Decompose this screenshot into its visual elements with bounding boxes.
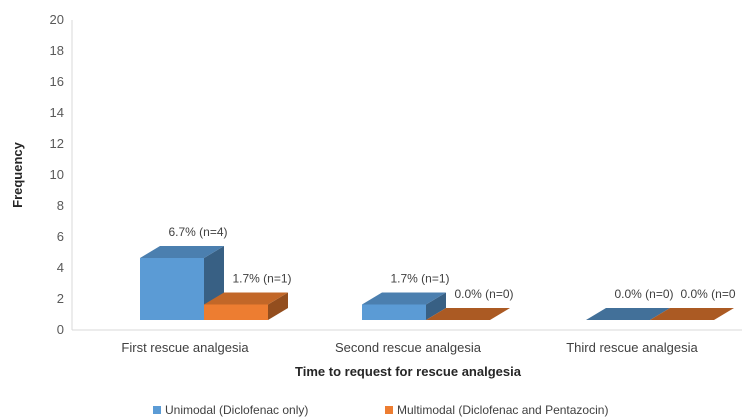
legend-label: Unimodal (Diclofenac only) (165, 403, 308, 417)
data-label: 0.0% (n=0) (454, 287, 513, 301)
legend-swatch (385, 406, 393, 414)
y-tick-label: 14 (50, 105, 64, 120)
data-labels: 6.7% (n=4) 1.7% (n=1) 1.7% (n=1) 0.0% (n=0)… (168, 225, 735, 301)
bar-front (204, 304, 268, 320)
category-label: First rescue analgesia (121, 340, 249, 355)
category-label: Third rescue analgesia (566, 340, 698, 355)
data-label: 1.7% (n=1) (390, 272, 449, 286)
bar-front (362, 304, 426, 320)
bar (362, 292, 446, 320)
bar-side (426, 292, 446, 320)
y-tick-label: 6 (57, 229, 64, 244)
category-label: Second rescue analgesia (335, 340, 482, 355)
y-tick-label: 8 (57, 198, 64, 213)
y-tick-labels: 0 2 4 6 8 10 12 14 16 18 20 (50, 12, 64, 337)
bar-top (140, 246, 224, 258)
data-label: 1.7% (n=1) (232, 272, 291, 286)
y-tick-label: 2 (57, 291, 64, 306)
bars (140, 246, 734, 320)
bar-top (650, 308, 734, 320)
y-tick-label: 16 (50, 74, 64, 89)
y-tick-label: 20 (50, 12, 64, 27)
bar-top (362, 292, 446, 305)
legend-label: Multimodal (Diclofenac and Pentazocin) (397, 403, 608, 417)
y-tick-label: 18 (50, 43, 64, 58)
bar-top (586, 308, 670, 320)
data-label: 0.0% (n=0) (614, 287, 673, 301)
data-label: 6.7% (n=4) (168, 225, 227, 239)
y-tick-label: 12 (50, 136, 64, 151)
bar (586, 308, 670, 320)
category-labels: First rescue analgesia Second rescue anal… (121, 340, 698, 355)
bar-top (204, 292, 288, 305)
y-tick-label: 4 (57, 260, 64, 275)
bar (204, 292, 288, 320)
legend-item: Multimodal (Diclofenac and Pentazocin) (385, 403, 608, 417)
y-tick-label: 10 (50, 167, 64, 182)
bar-top (426, 308, 510, 320)
x-axis-title: Time to request for rescue analgesia (295, 364, 522, 379)
y-tick-label: 0 (57, 322, 64, 337)
data-label: 0.0% (n=0 (680, 287, 735, 301)
legend-item: Unimodal (Diclofenac only) (153, 403, 308, 417)
bar-front (140, 258, 204, 320)
bar (650, 308, 734, 320)
legend-swatch (153, 406, 161, 414)
bar-side (268, 292, 288, 320)
y-axis-title: Frequency (10, 141, 25, 208)
legend: Unimodal (Diclofenac only) Multimodal (Di… (153, 403, 608, 417)
bar (426, 308, 510, 320)
